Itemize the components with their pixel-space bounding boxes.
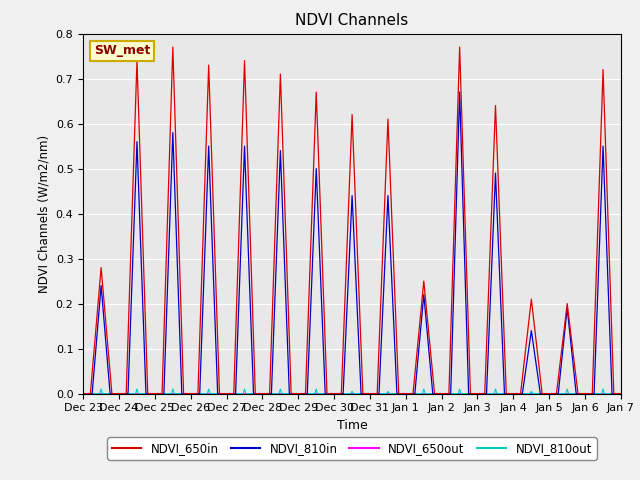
NDVI_810in bbox=[285, 391, 293, 396]
NDVI_650out bbox=[79, 391, 87, 396]
NDVI_650out bbox=[141, 391, 148, 396]
NDVI_650in bbox=[309, 185, 317, 191]
Line: NDVI_810in: NDVI_810in bbox=[83, 92, 621, 394]
Y-axis label: NDVI Channels (W/m2/nm): NDVI Channels (W/m2/nm) bbox=[37, 134, 50, 293]
NDVI_650in bbox=[285, 343, 293, 348]
NDVI_810out bbox=[141, 391, 148, 396]
NDVI_650in bbox=[173, 166, 180, 171]
Line: NDVI_810out: NDVI_810out bbox=[83, 389, 621, 394]
NDVI_810in bbox=[617, 391, 625, 396]
NDVI_810out bbox=[285, 391, 293, 396]
NDVI_650out bbox=[617, 391, 625, 396]
Title: NDVI Channels: NDVI Channels bbox=[296, 13, 408, 28]
NDVI_650in bbox=[548, 391, 556, 396]
NDVI_650in bbox=[79, 391, 87, 396]
NDVI_810out bbox=[173, 391, 180, 396]
NDVI_810out bbox=[97, 386, 105, 392]
NDVI_650in bbox=[169, 44, 177, 50]
NDVI_650in bbox=[141, 291, 148, 297]
NDVI_650out bbox=[548, 391, 556, 396]
NDVI_810out bbox=[548, 391, 556, 396]
NDVI_810out bbox=[617, 391, 625, 396]
NDVI_810in bbox=[607, 346, 614, 352]
NDVI_810in bbox=[548, 391, 556, 396]
NDVI_650in bbox=[617, 391, 625, 396]
X-axis label: Time: Time bbox=[337, 419, 367, 432]
NDVI_810out bbox=[309, 391, 317, 396]
NDVI_810out bbox=[607, 391, 614, 396]
NDVI_650out bbox=[309, 391, 317, 396]
NDVI_810in bbox=[309, 256, 317, 262]
Line: NDVI_650in: NDVI_650in bbox=[83, 47, 621, 394]
NDVI_650out bbox=[285, 391, 293, 396]
NDVI_650out bbox=[606, 391, 614, 396]
NDVI_810out bbox=[79, 391, 87, 396]
NDVI_810in bbox=[79, 391, 87, 396]
NDVI_810in bbox=[141, 350, 148, 356]
NDVI_650out bbox=[173, 391, 180, 396]
NDVI_810in bbox=[173, 234, 180, 240]
NDVI_650in bbox=[607, 288, 614, 294]
NDVI_810in bbox=[456, 89, 463, 95]
Legend: NDVI_650in, NDVI_810in, NDVI_650out, NDVI_810out: NDVI_650in, NDVI_810in, NDVI_650out, NDV… bbox=[107, 437, 597, 460]
Text: SW_met: SW_met bbox=[94, 44, 150, 58]
